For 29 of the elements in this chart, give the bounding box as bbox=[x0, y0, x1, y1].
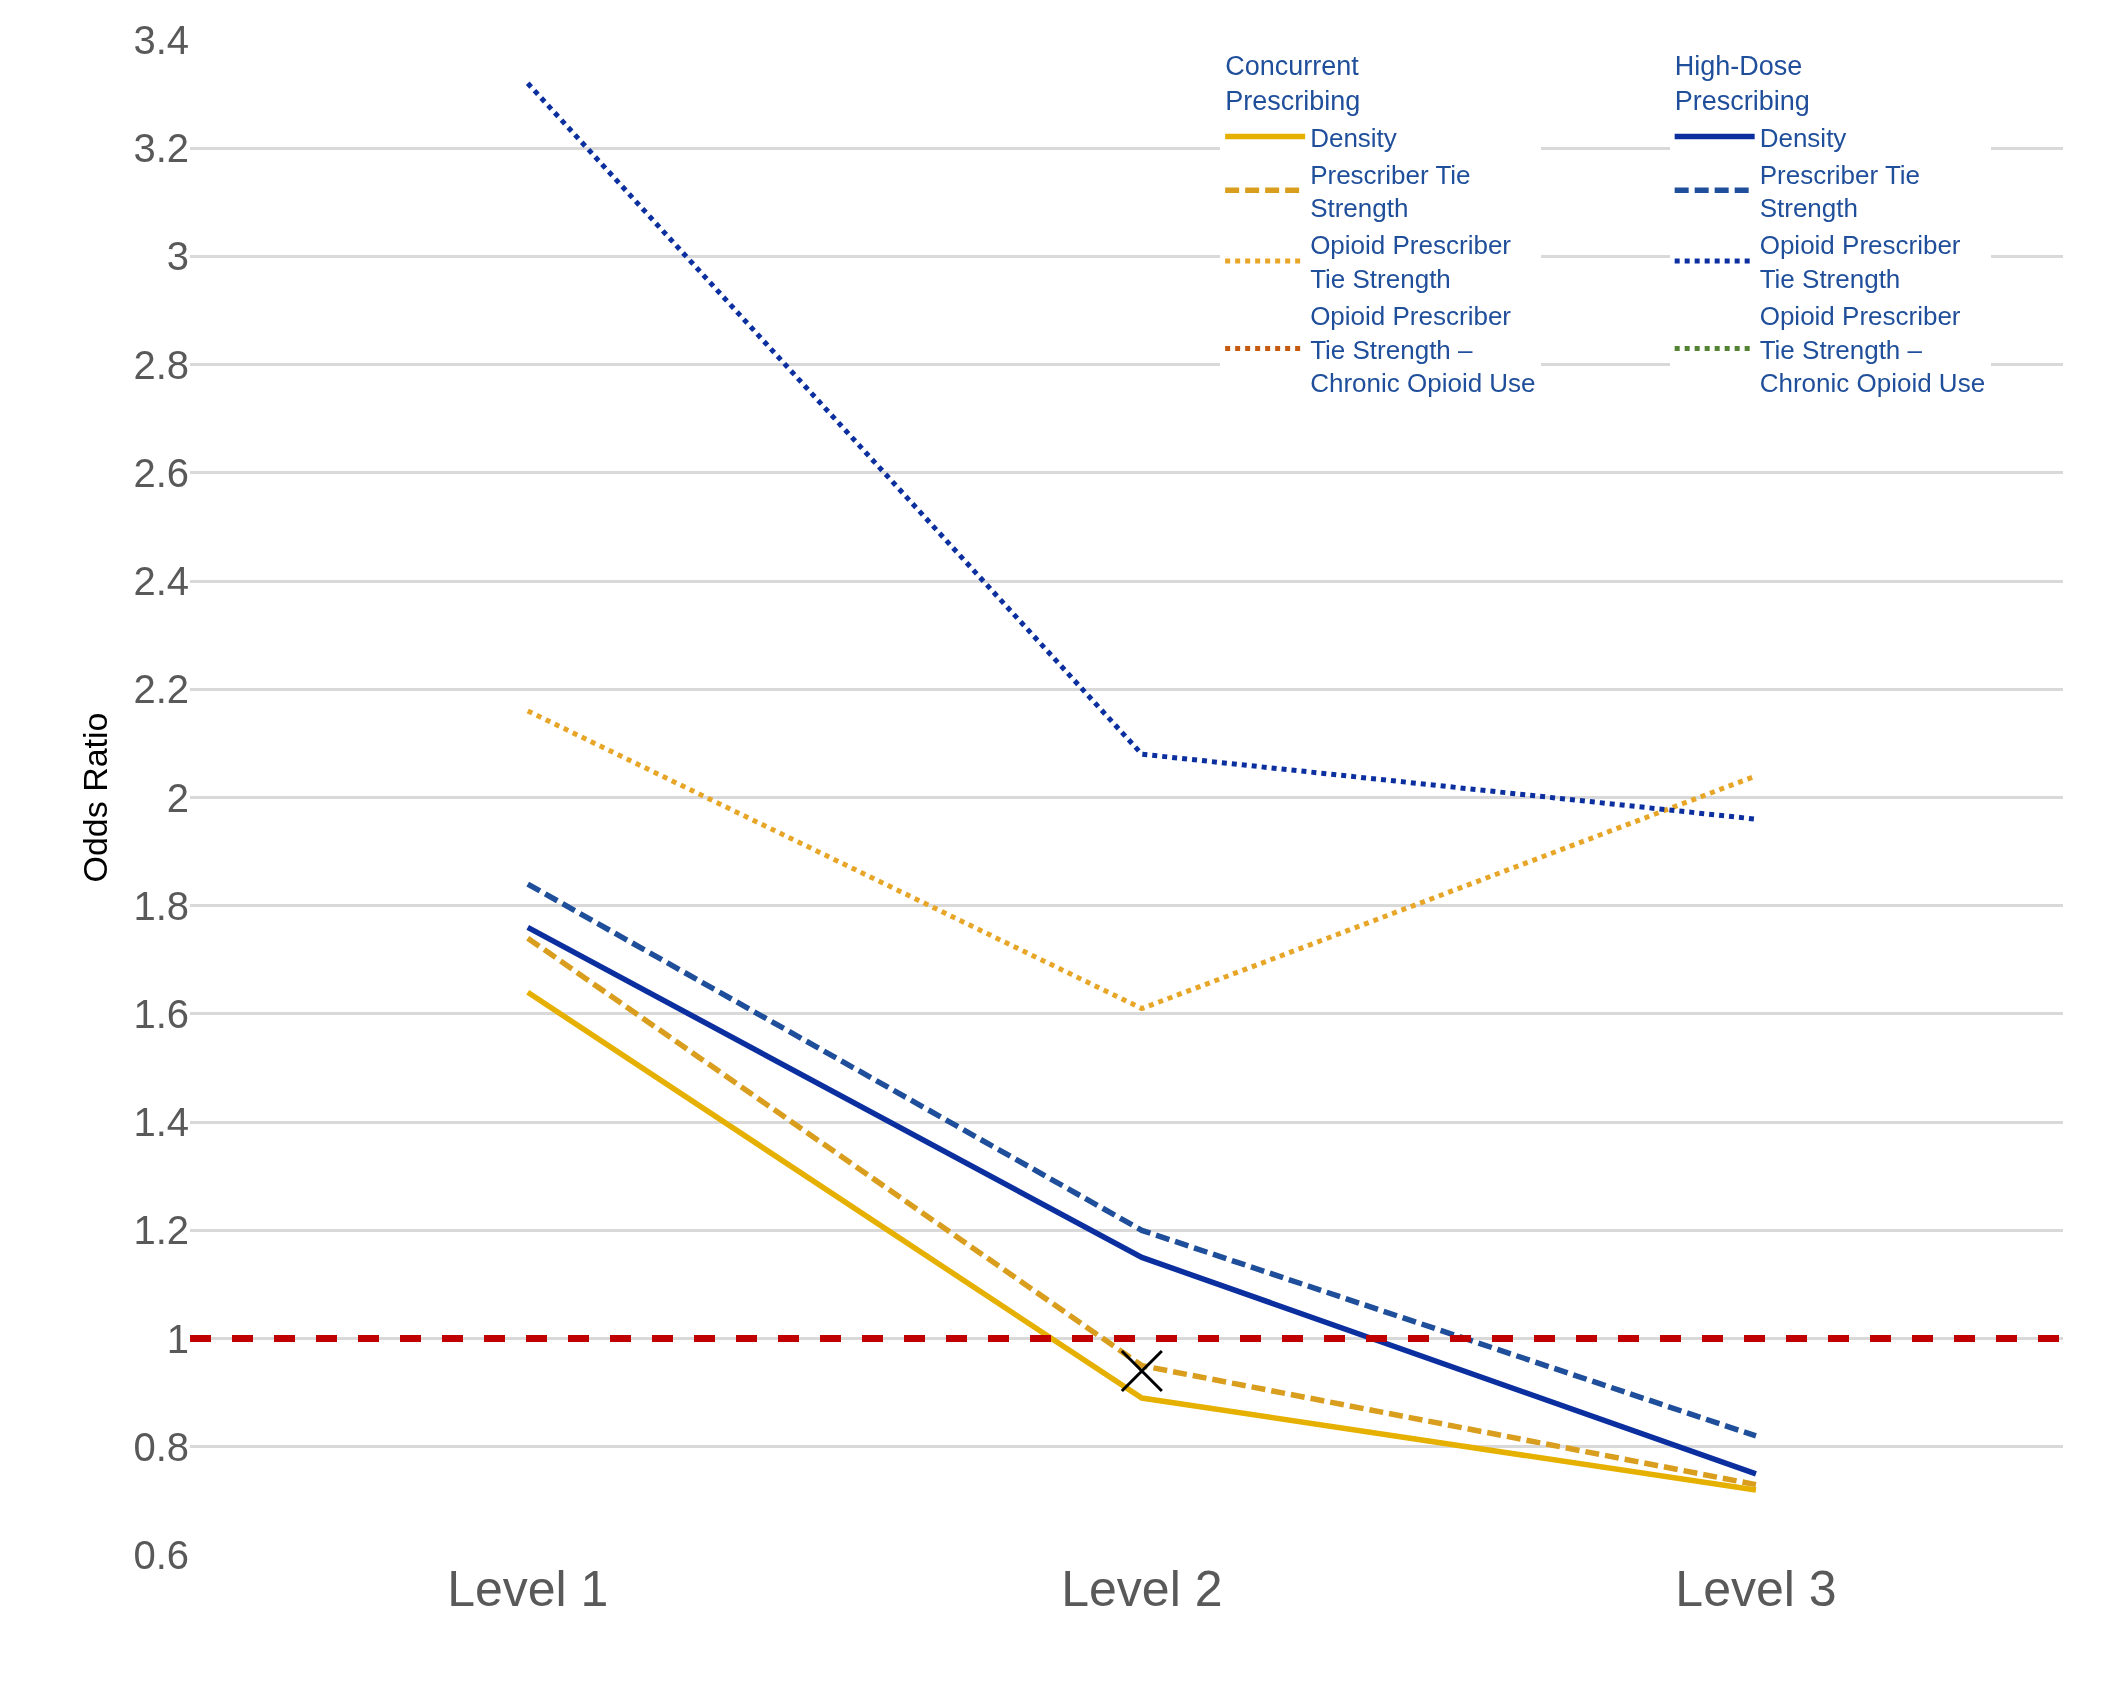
y-tick-label: 1.2 bbox=[133, 1208, 189, 1253]
x-tick-label: Level 3 bbox=[1675, 1561, 1837, 1617]
y-tick-label: 1 bbox=[166, 1316, 189, 1361]
legend-label: Prescriber Tie Strength bbox=[1759, 159, 1921, 224]
x-tick-label: Level 2 bbox=[1061, 1561, 1223, 1617]
y-tick-label: 2.6 bbox=[133, 450, 189, 495]
y-tick-label: 2.8 bbox=[133, 342, 189, 387]
legend-label: Opioid Prescriber Tie Strength bbox=[1759, 230, 1961, 294]
y-tick-label: 3 bbox=[166, 234, 189, 279]
y-tick-label: 1.4 bbox=[133, 1100, 189, 1145]
y-tick-label: 3.4 bbox=[133, 18, 189, 62]
legend-label: Prescriber Tie Strength bbox=[1310, 159, 1471, 224]
y-tick-label: 3.2 bbox=[133, 126, 189, 171]
y-tick-label: 2.2 bbox=[133, 667, 189, 712]
legend-label: Density bbox=[1759, 122, 1847, 153]
legend-label: Opioid Prescriber Tie Strength – Chronic Opioid Use bbox=[1759, 300, 1986, 399]
y-tick-label: 0.6 bbox=[133, 1533, 189, 1577]
text: High-Dose Prescribing bbox=[1674, 50, 1810, 116]
y-tick-label: 2.4 bbox=[133, 559, 189, 604]
y-tick-label: 2 bbox=[166, 775, 189, 820]
x-tick-label: Level 1 bbox=[447, 1561, 609, 1617]
y-tick-label: 1.8 bbox=[133, 883, 189, 928]
legend-label: Opioid Prescriber Tie Strength bbox=[1310, 230, 1512, 294]
text: Concurrent Prescribing bbox=[1225, 50, 1361, 116]
legend-label: Density bbox=[1310, 122, 1397, 153]
y-tick-label: 1.6 bbox=[133, 991, 189, 1036]
legend-label: Opioid Prescriber Tie Strength – Chronic Opioid Use bbox=[1310, 300, 1536, 399]
y-tick-label: 0.8 bbox=[133, 1424, 189, 1469]
y-axis-title: Odds Ratio bbox=[75, 712, 114, 883]
